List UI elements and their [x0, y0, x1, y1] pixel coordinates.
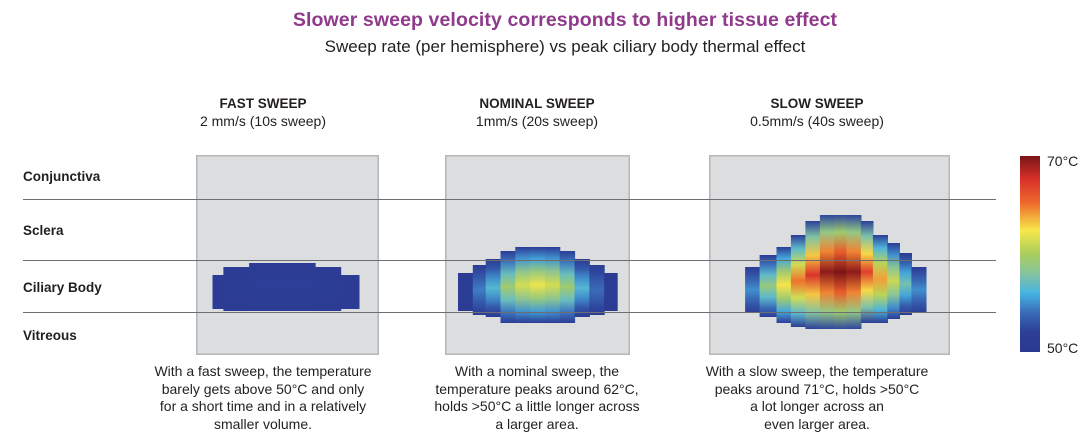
heatmap-cell-column	[340, 275, 360, 309]
heatmap-cell-column	[899, 253, 912, 315]
caption-line: With a fast sweep, the temperature	[154, 363, 372, 379]
caption-line: smaller volume.	[213, 415, 313, 432]
heatmap-cell-column	[872, 235, 888, 323]
heatmap-cell-column	[776, 247, 792, 323]
layer-label-ciliary-body: Ciliary Body	[23, 280, 102, 295]
caption-line: for a short time and in a relatively	[159, 398, 367, 414]
heatmap-cell-column	[805, 221, 821, 329]
heatmap-svg	[745, 215, 927, 329]
layer-divider	[23, 312, 996, 313]
caption-line: barely gets above 50°C and only	[161, 380, 365, 397]
panel-name: SLOW SWEEP	[770, 96, 864, 111]
panel-rate: 0.5mm/s (40s sweep)	[750, 113, 884, 129]
heatmap-nominal	[445, 155, 630, 355]
heatmap-cell-column	[759, 255, 778, 317]
caption-line: temperature peaks around 62°C,	[435, 380, 639, 397]
figure-subtitle: Sweep rate (per hemisphere) vs peak cili…	[324, 37, 806, 56]
panel-header-slow: SLOW SWEEP 0.5mm/s (40s sweep)	[687, 95, 947, 131]
heatmap-fast	[196, 155, 379, 355]
caption-line: With a nominal sweep, the	[454, 363, 620, 379]
heatmap-cell-column	[790, 235, 806, 327]
caption-slow: With a slow sweep, the temperature peaks…	[682, 363, 952, 433]
caption-line: even larger area.	[764, 415, 870, 432]
heatmap-cell-column	[574, 259, 590, 317]
heatmap-cell-column	[589, 265, 605, 315]
heatmap-cell-column	[834, 215, 847, 329]
panel-name: NOMINAL SWEEP	[479, 96, 595, 111]
panel-name: FAST SWEEP	[219, 96, 307, 111]
panel-header-fast: FAST SWEEP 2 mm/s (10s sweep)	[133, 95, 393, 131]
heatmap-slow	[709, 155, 950, 355]
caption-line: With a slow sweep, the temperature	[705, 363, 929, 379]
heatmap-cell-column	[485, 259, 502, 317]
heatmap-cell-column	[860, 221, 874, 323]
figure-title: Slower sweep velocity corresponds to hig…	[292, 9, 838, 31]
colorbar-min-label: 50°C	[1047, 340, 1079, 356]
heatmap-cell-column	[212, 275, 225, 309]
caption-nominal: With a nominal sweep, the temperature pe…	[402, 363, 672, 433]
heatmap-cell-column	[819, 215, 835, 329]
heatmap-cell-column	[249, 263, 316, 311]
heatmap-svg	[212, 263, 360, 311]
caption-line: peaks around 71°C, holds >50°C	[714, 380, 920, 397]
panel-rate: 1mm/s (20s sweep)	[475, 113, 599, 129]
caption-line: a lot longer across an	[750, 398, 884, 414]
caption-line: a larger area.	[495, 415, 579, 432]
layer-divider	[23, 199, 996, 200]
heatmap-cell-column	[544, 247, 561, 323]
colorbar-max-label: 70°C	[1047, 153, 1079, 169]
heatmap-cell-column	[315, 267, 342, 311]
heatmap-cell-column	[223, 267, 250, 311]
panel-header-nominal: NOMINAL SWEEP 1mm/s (20s sweep)	[407, 95, 667, 131]
heatmap-cell-column	[515, 247, 531, 323]
heatmap-cell-column	[604, 273, 618, 311]
layer-divider	[23, 260, 996, 261]
heatmap-cell-column	[500, 251, 516, 323]
caption-fast: With a fast sweep, the temperature barel…	[128, 363, 398, 433]
temperature-colorbar	[1020, 156, 1040, 352]
heatmap-svg	[458, 247, 618, 323]
heatmap-cell-column	[458, 273, 474, 311]
heatmap-cell-column	[559, 251, 576, 323]
heatmap-cell-column	[846, 215, 862, 329]
heatmap-cell-column	[887, 243, 900, 319]
panel-rate: 2 mm/s (10s sweep)	[199, 113, 327, 129]
caption-line: holds >50°C a little longer across	[434, 398, 640, 414]
heatmap-cell-column	[911, 267, 927, 313]
layer-label-vitreous: Vitreous	[23, 328, 77, 343]
heatmap-cell-column	[472, 265, 487, 315]
layer-label-conjunctiva: Conjunctiva	[23, 169, 101, 184]
heatmap-cell-column	[745, 267, 761, 313]
heatmap-cell-column	[530, 247, 546, 323]
layer-label-sclera: Sclera	[23, 223, 64, 238]
